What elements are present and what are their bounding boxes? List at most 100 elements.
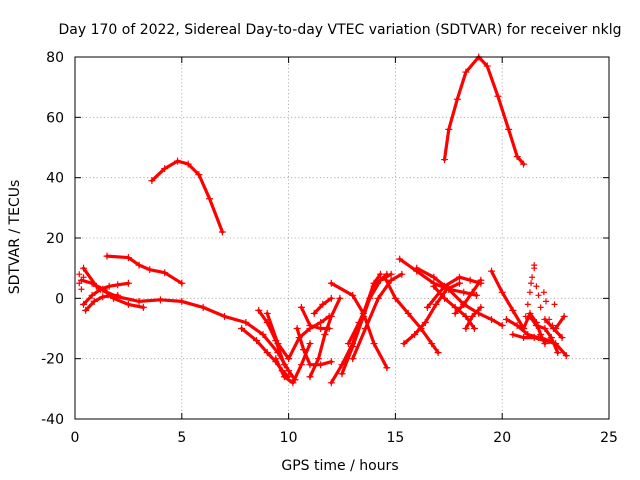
x-axis-label: GPS time / hours bbox=[281, 458, 398, 474]
data-point bbox=[554, 349, 562, 357]
data-point bbox=[327, 379, 335, 387]
data-point bbox=[540, 289, 547, 296]
data-point bbox=[317, 318, 325, 326]
data-point bbox=[455, 279, 463, 287]
data-point bbox=[306, 373, 314, 381]
data-point bbox=[535, 292, 542, 299]
data-point bbox=[473, 291, 481, 299]
data-point bbox=[359, 309, 367, 317]
series-arc-2 bbox=[441, 53, 528, 168]
data-point bbox=[297, 361, 305, 369]
data-point bbox=[178, 279, 186, 287]
data-point bbox=[114, 291, 122, 299]
data-point bbox=[174, 157, 182, 165]
x-tick-label: 20 bbox=[493, 430, 511, 446]
series-points-2 bbox=[522, 262, 558, 329]
data-point bbox=[321, 331, 329, 339]
data-point bbox=[349, 291, 357, 299]
data-point bbox=[513, 321, 521, 329]
data-point bbox=[317, 325, 325, 332]
data-point bbox=[135, 297, 143, 305]
data-point bbox=[310, 309, 318, 317]
data-point bbox=[423, 303, 431, 311]
data-point bbox=[413, 264, 421, 272]
data-point bbox=[430, 282, 438, 290]
data-point bbox=[441, 156, 449, 164]
chart-title: Day 170 of 2022, Sidereal Day-to-day VTE… bbox=[59, 22, 622, 38]
series-line bbox=[453, 278, 483, 315]
data-point bbox=[509, 306, 517, 314]
data-point bbox=[451, 309, 459, 317]
data-point bbox=[498, 321, 506, 329]
data-point bbox=[530, 334, 538, 342]
data-point bbox=[542, 298, 549, 305]
y-tick-label: 60 bbox=[46, 110, 64, 126]
data-point bbox=[161, 165, 169, 173]
data-point bbox=[520, 325, 528, 332]
data-point bbox=[319, 300, 327, 308]
data-point bbox=[411, 331, 419, 339]
data-point bbox=[513, 153, 521, 161]
data-point bbox=[370, 340, 378, 348]
data-point bbox=[520, 334, 528, 342]
data-point bbox=[285, 367, 293, 375]
data-point bbox=[88, 291, 96, 299]
data-point bbox=[80, 264, 88, 272]
data-point bbox=[338, 370, 346, 378]
data-point bbox=[103, 252, 111, 260]
data-point bbox=[317, 361, 325, 369]
data-point bbox=[451, 303, 459, 311]
data-point bbox=[398, 270, 406, 278]
data-point bbox=[349, 343, 357, 351]
series-line bbox=[84, 293, 120, 312]
series-arc-7 bbox=[82, 291, 122, 314]
y-tick-label: 80 bbox=[46, 50, 64, 66]
data-point bbox=[99, 285, 107, 293]
data-point bbox=[146, 266, 154, 274]
data-point bbox=[445, 125, 453, 133]
data-point bbox=[161, 269, 169, 277]
data-point bbox=[80, 274, 87, 281]
data-point bbox=[432, 300, 440, 308]
x-tick-label: 0 bbox=[71, 430, 80, 446]
data-point bbox=[537, 331, 545, 339]
data-point bbox=[468, 288, 476, 296]
series-arc-32 bbox=[509, 331, 570, 360]
data-point bbox=[293, 325, 301, 332]
data-point bbox=[522, 313, 529, 320]
data-point bbox=[533, 283, 540, 290]
data-point bbox=[552, 325, 560, 332]
data-point bbox=[477, 279, 485, 287]
x-tick-label: 15 bbox=[386, 430, 404, 446]
data-point bbox=[421, 318, 429, 326]
data-point bbox=[460, 288, 468, 296]
data-point bbox=[255, 306, 263, 314]
data-point bbox=[327, 358, 335, 366]
data-point bbox=[383, 364, 391, 372]
data-point bbox=[462, 68, 470, 76]
plot-series bbox=[76, 53, 570, 387]
data-point bbox=[327, 312, 335, 320]
data-point bbox=[488, 267, 496, 275]
series-arc-21 bbox=[327, 279, 391, 372]
data-point bbox=[306, 361, 314, 369]
data-point bbox=[184, 160, 192, 168]
data-point bbox=[560, 312, 568, 320]
data-point bbox=[90, 297, 98, 305]
data-point bbox=[327, 294, 335, 302]
data-point bbox=[76, 280, 83, 287]
data-point bbox=[470, 325, 478, 332]
data-point bbox=[526, 289, 533, 296]
data-point bbox=[541, 340, 549, 348]
data-point bbox=[562, 352, 570, 360]
axis-ticks: 0 5 10 15 20 25 -40 -20 0 20 40 60 80 bbox=[41, 50, 618, 446]
data-point bbox=[218, 228, 226, 236]
series-line bbox=[489, 269, 526, 331]
data-point bbox=[82, 306, 90, 314]
series-arc-1 bbox=[148, 157, 226, 236]
data-point bbox=[532, 321, 540, 329]
x-tick-label: 5 bbox=[177, 430, 186, 446]
data-point bbox=[327, 279, 335, 287]
